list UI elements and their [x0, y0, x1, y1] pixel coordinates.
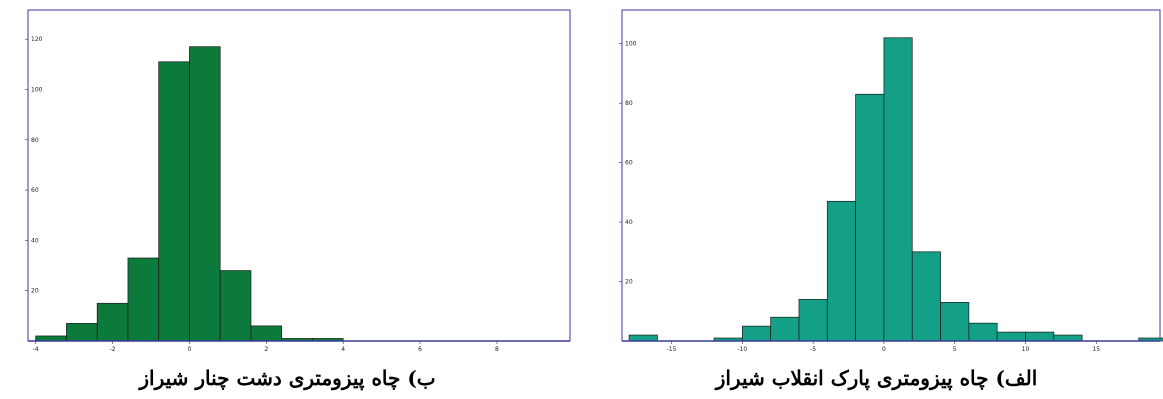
histogram-bar: [996, 331, 1026, 342]
chart-caption-park-enghelab: الف) چاه پیزومتری پارک انقلاب شیراز: [715, 366, 1038, 390]
x-tick-label: -10: [737, 346, 747, 353]
histogram-bar: [96, 302, 129, 342]
y-tick-label: 100: [31, 86, 43, 93]
x-tick-label: 0: [188, 346, 192, 353]
histogram-bar: [66, 323, 98, 342]
histogram-bar: [1053, 334, 1083, 342]
y-tick-label: 120: [31, 36, 43, 43]
histogram-bar: [826, 200, 856, 342]
y-tick-label: 20: [31, 288, 39, 295]
histogram-bar: [189, 46, 221, 342]
histogram-bar: [250, 325, 283, 342]
x-tick-label: 5: [953, 346, 957, 353]
x-tick-label: 0: [882, 346, 886, 353]
histogram-bar: [770, 316, 800, 342]
histogram-chart-dasht-chenar: 20 40 60 80 100 120 -4 -2 0 2 4 6 8: [25, 9, 571, 353]
histogram-bar: [35, 335, 67, 342]
x-tick-label: 6: [418, 346, 422, 353]
y-tick-label: 80: [31, 137, 39, 144]
histogram-panel-dasht-chenar: 20 40 60 80 100 120 -4 -2 0 2 4 6 8: [0, 0, 575, 360]
histogram-panel-park-enghelab: 20 40 60 80 100 -15 -10 -5 0 5 10 15: [590, 0, 1163, 360]
histogram-bar: [798, 299, 828, 342]
x-tick-label: 10: [1022, 346, 1030, 353]
histogram-bar: [741, 325, 772, 342]
y-tick-label: 40: [625, 219, 633, 226]
histogram-chart-park-enghelab: 20 40 60 80 100 -15 -10 -5 0 5 10 15: [619, 9, 1163, 353]
x-tick-label: -5: [810, 346, 816, 353]
x-tick-label: -4: [33, 346, 39, 353]
histogram-bar: [940, 302, 970, 342]
histogram-bar: [127, 257, 160, 342]
histogram-bar: [911, 251, 941, 342]
histogram-bar: [883, 37, 913, 342]
y-tick-label: 20: [625, 279, 633, 286]
histogram-bar: [158, 61, 190, 342]
x-tick-label: 4: [341, 346, 345, 353]
y-tick-label: 40: [31, 237, 39, 244]
y-tick-label: 80: [625, 100, 633, 107]
histogram-bar: [219, 270, 252, 342]
x-tick-label: 15: [1092, 346, 1100, 353]
x-tick-label: 2: [264, 346, 268, 353]
y-tick-label: 60: [625, 160, 633, 167]
x-tick-label: -2: [110, 346, 116, 353]
x-tick-label: 8: [495, 346, 499, 353]
y-tick-label: 60: [31, 187, 39, 194]
histogram-bar: [968, 322, 998, 342]
x-tick-label: -15: [667, 346, 677, 353]
plot-frame: [27, 9, 571, 342]
chart-caption-dasht-chenar: ب) چاه پیزومتری دشت چنار شیراز: [139, 366, 436, 390]
histogram-bar: [628, 334, 658, 342]
y-tick-label: 100: [625, 41, 637, 48]
histogram-bar: [1025, 331, 1055, 342]
histogram-bar: [855, 93, 885, 342]
